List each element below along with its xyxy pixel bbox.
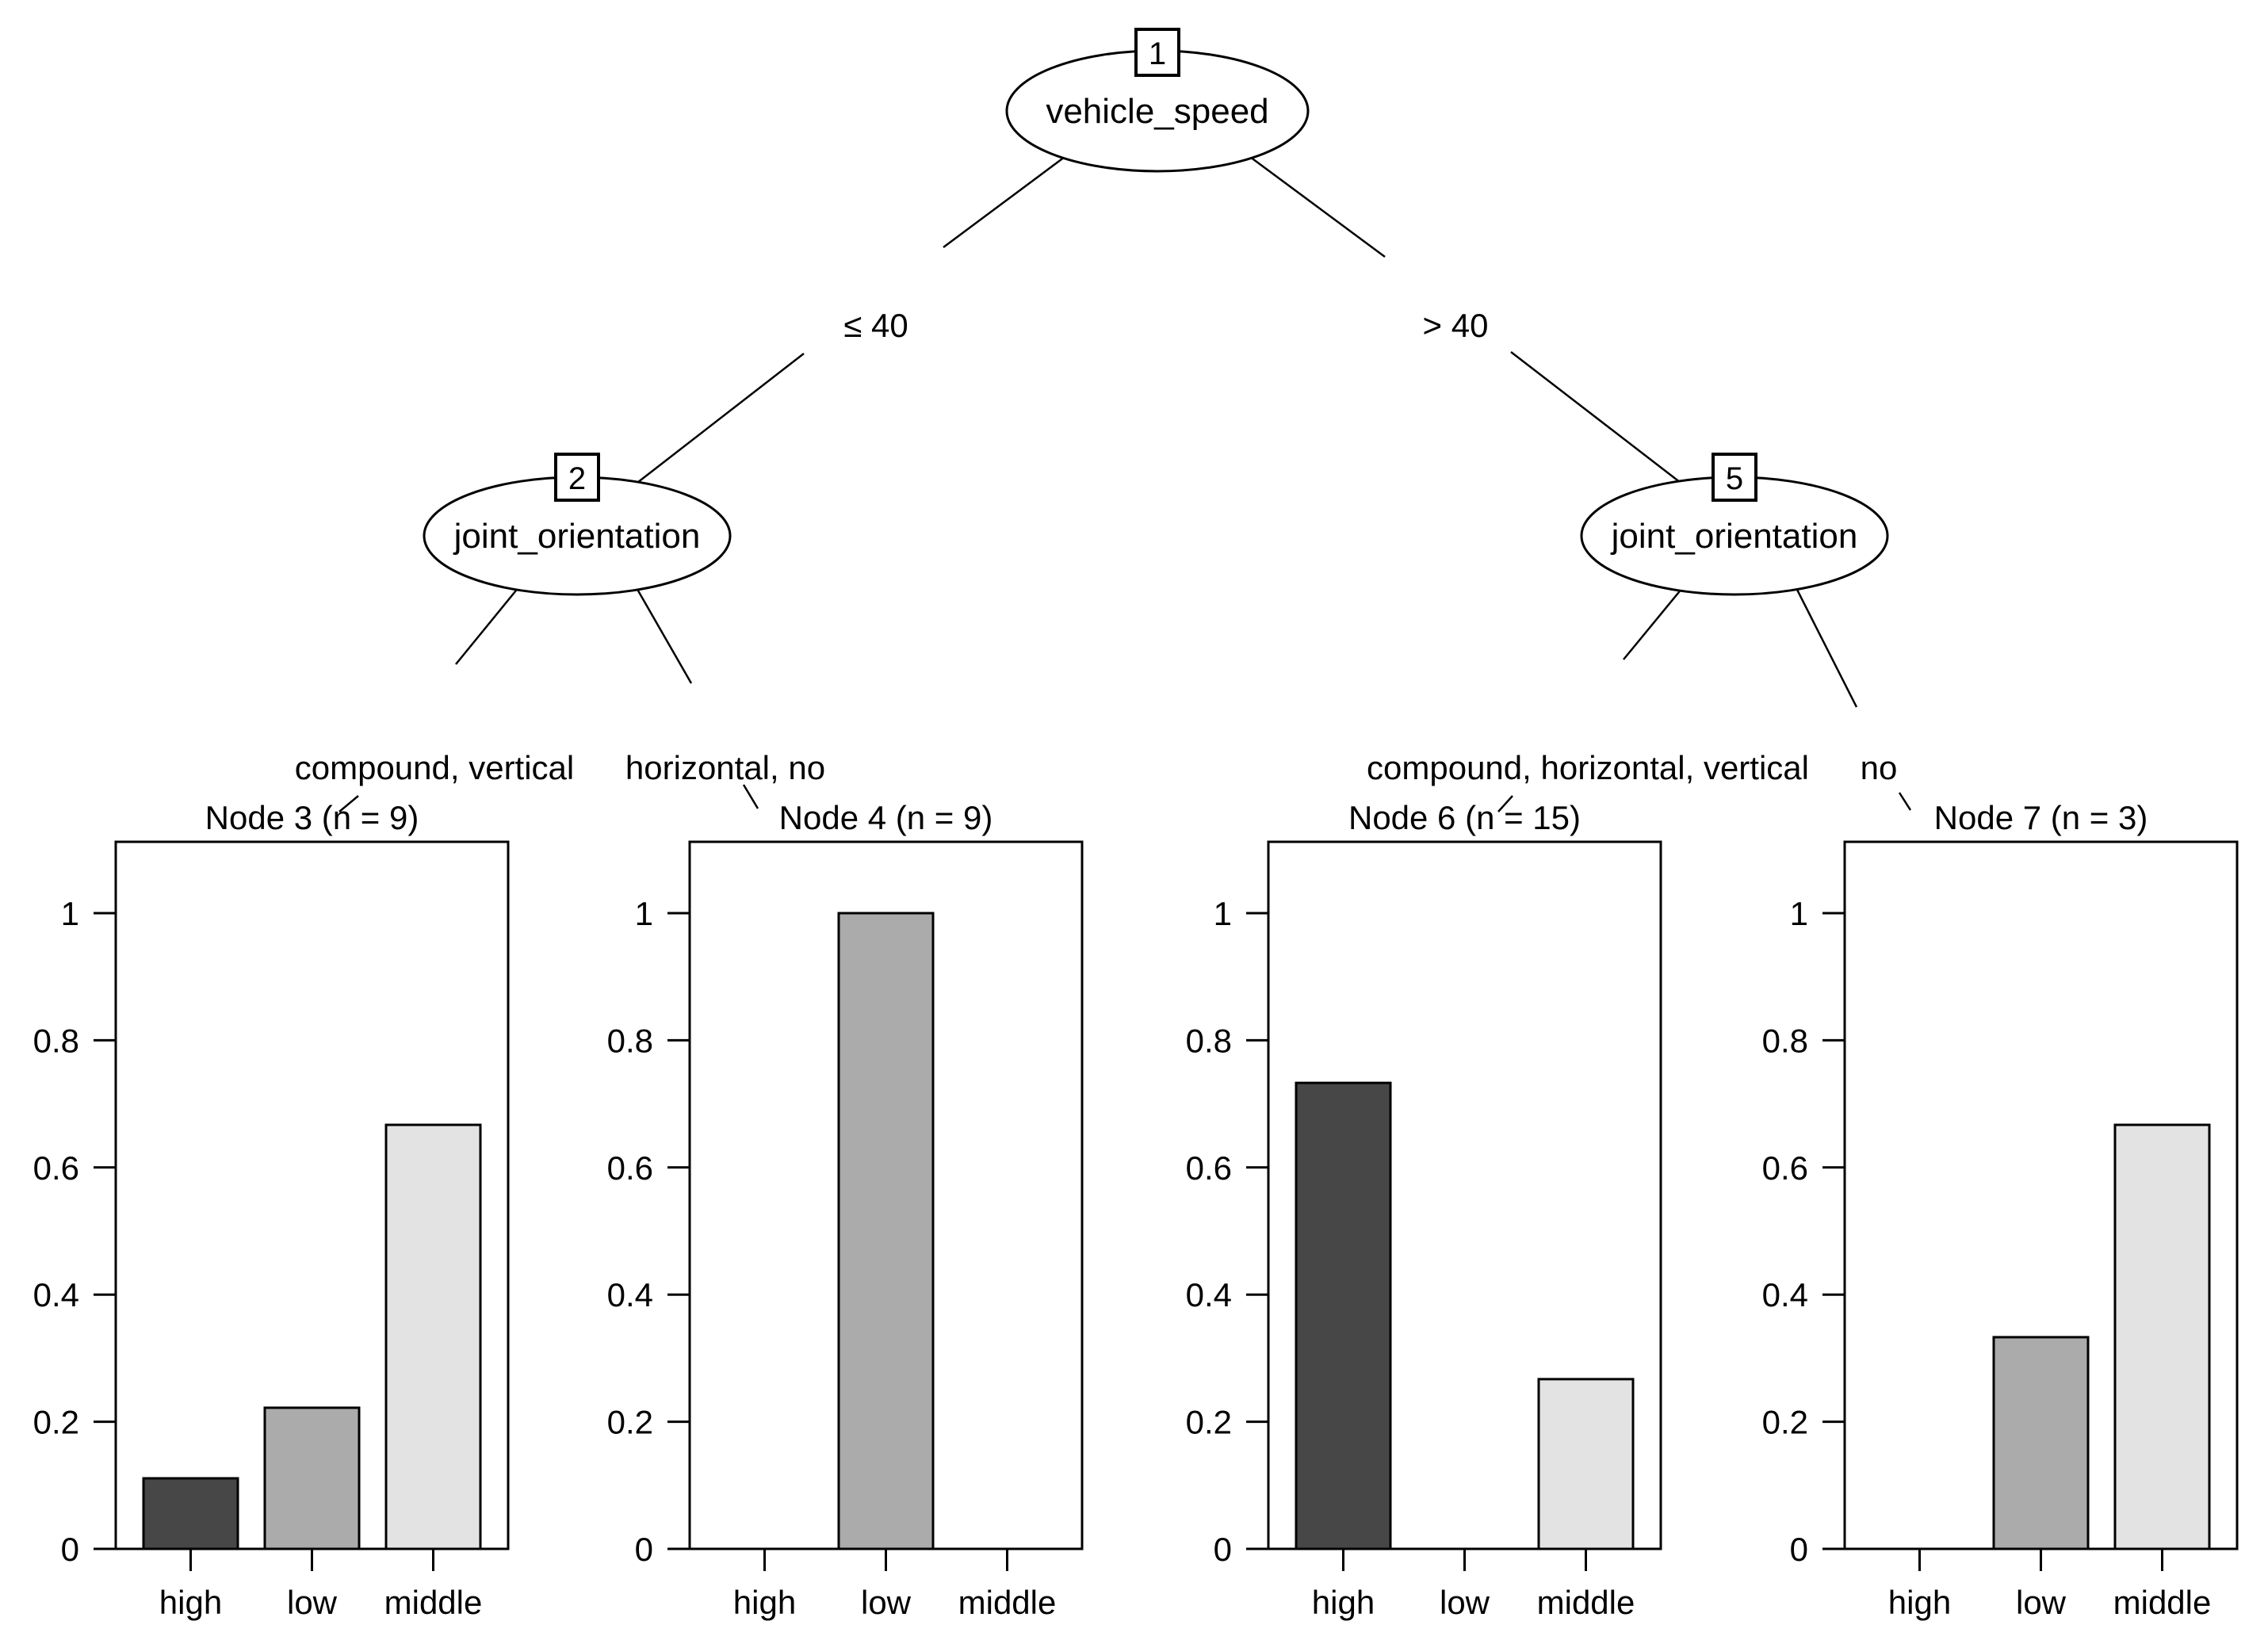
y-axis-tick-label: 1 xyxy=(635,895,653,932)
y-axis-tick-label: 1 xyxy=(1790,895,1808,932)
edge-node2-left-upper xyxy=(455,586,520,665)
bar-middle xyxy=(1537,1378,1635,1550)
leaf-chart-panel-node-7-(n-=-3): Node 7 (n = 3) 0 0.2 0.4 0.6 0.8 1 high low middl… xyxy=(1762,799,2239,1621)
y-axis-tick-label: 0.8 xyxy=(1186,1022,1232,1059)
x-axis-category-label: high xyxy=(1312,1584,1375,1621)
y-axis-tick-label: 0.4 xyxy=(33,1276,79,1313)
tree-edges xyxy=(338,155,1912,812)
chart-title: Node 3 (n = 9) xyxy=(205,799,419,836)
tree-node-5: joint_orientation 5 xyxy=(1580,453,1889,596)
x-axis-category-label: low xyxy=(287,1584,338,1621)
y-axis-tick-label: 0.6 xyxy=(1762,1149,1808,1187)
edge-node5-right-upper xyxy=(1794,586,1858,708)
y-axis-tick-label: 0 xyxy=(61,1531,79,1568)
bar-high xyxy=(1295,1081,1392,1550)
x-axis-category-label: high xyxy=(733,1584,796,1621)
chart-title: Node 4 (n = 9) xyxy=(779,799,993,836)
node-2-id-badge xyxy=(554,453,600,502)
chart-title: Node 7 (n = 3) xyxy=(1934,799,2148,836)
edge-label-compound-horizontal-vertical: compound, horizontal, vertical xyxy=(1367,749,1809,786)
tree-node-1: vehicle_speed 1 xyxy=(1005,28,1310,173)
node-2-label: joint_orientation xyxy=(453,517,701,556)
edge-root-left-lower xyxy=(633,353,805,486)
edge-node5-left-upper xyxy=(1623,587,1683,660)
node-2-id: 2 xyxy=(568,461,586,496)
edge-label-compound-vertical: compound, vertical xyxy=(295,749,575,786)
y-axis-tick-label: 0.4 xyxy=(1186,1276,1232,1313)
y-axis-tick-label: 0.6 xyxy=(607,1149,653,1187)
edge-root-right-upper xyxy=(1249,155,1386,258)
y-axis-tick-label: 1 xyxy=(1214,895,1232,932)
y-axis-tick-label: 0.8 xyxy=(1762,1022,1808,1059)
bar-middle xyxy=(384,1123,482,1550)
edge-node5-left-lower xyxy=(1497,795,1513,812)
node-1-label: vehicle_speed xyxy=(1046,92,1268,131)
tree-node-2: joint_orientation 2 xyxy=(423,453,732,596)
edge-label-le-40: ≤ 40 xyxy=(843,307,908,344)
y-axis-tick-label: 0.2 xyxy=(1186,1404,1232,1441)
edge-root-left-upper xyxy=(943,155,1065,249)
bar-low xyxy=(837,912,935,1550)
leaf-chart-panel-node-3-(n-=-9): Node 3 (n = 9) 0 0.2 0.4 0.6 0.8 1 high low middl… xyxy=(33,799,510,1621)
bar-low xyxy=(263,1406,361,1550)
node-5-id: 5 xyxy=(1726,461,1743,496)
y-axis-tick-label: 0 xyxy=(1790,1531,1808,1568)
edge-node2-left-lower xyxy=(338,795,359,812)
bar-low xyxy=(1992,1336,2090,1550)
x-axis-category-label: middle xyxy=(1537,1584,1635,1621)
chart-title: Node 6 (n = 15) xyxy=(1348,799,1581,836)
y-axis-tick-label: 0.2 xyxy=(33,1404,79,1441)
node-1-id-badge xyxy=(1134,28,1180,77)
x-axis-category-label: middle xyxy=(384,1584,483,1621)
x-axis-category-label: low xyxy=(861,1584,912,1621)
node-5-label: joint_orientation xyxy=(1610,517,1858,556)
y-axis-tick-label: 0.2 xyxy=(607,1404,653,1441)
x-axis-category-label: middle xyxy=(2113,1584,2212,1621)
x-axis-category-label: high xyxy=(159,1584,222,1621)
edge-node2-right-upper xyxy=(634,586,693,684)
y-axis-tick-label: 0.6 xyxy=(1186,1149,1232,1187)
y-axis-tick-label: 0.8 xyxy=(33,1022,79,1059)
y-axis-tick-label: 0.8 xyxy=(607,1022,653,1059)
edge-node2-right-lower xyxy=(742,784,759,809)
bar-high xyxy=(142,1477,239,1550)
edge-label-gt-40: > 40 xyxy=(1423,307,1489,344)
y-axis-tick-label: 0.4 xyxy=(1762,1276,1808,1313)
node-5-id-badge xyxy=(1712,453,1757,502)
leaf-chart-panel-node-6-(n-=-15): Node 6 (n = 15) 0 0.2 0.4 0.6 0.8 1 high low midd… xyxy=(1186,799,1662,1621)
y-axis-tick-label: 1 xyxy=(61,895,79,932)
bar-middle xyxy=(2113,1123,2211,1550)
edge-label-no: no xyxy=(1861,749,1898,786)
y-axis-tick-label: 0.6 xyxy=(33,1149,79,1187)
x-axis-category-label: low xyxy=(2016,1584,2067,1621)
x-axis-category-label: middle xyxy=(958,1584,1057,1621)
edge-node5-right-lower xyxy=(1898,792,1912,811)
y-axis-tick-label: 0.2 xyxy=(1762,1404,1808,1441)
x-axis-category-label: high xyxy=(1888,1584,1951,1621)
node-1-id: 1 xyxy=(1149,36,1166,71)
y-axis-tick-label: 0.4 xyxy=(607,1276,653,1313)
edge-label-horizontal-no: horizontal, no xyxy=(625,749,825,786)
leaf-charts: Node 3 (n = 9) 0 0.2 0.4 0.6 0.8 1 high low middl… xyxy=(33,799,2239,1621)
edge-labels: ≤ 40 > 40 compound, vertical horizontal,… xyxy=(295,307,1898,786)
y-axis-tick-label: 0 xyxy=(635,1531,653,1568)
leaf-chart-panel-node-4-(n-=-9): Node 4 (n = 9) 0 0.2 0.4 0.6 0.8 1 high low middl… xyxy=(607,799,1084,1621)
y-axis-tick-label: 0 xyxy=(1214,1531,1232,1568)
x-axis-category-label: low xyxy=(1440,1584,1490,1621)
edge-root-right-lower xyxy=(1510,351,1685,486)
